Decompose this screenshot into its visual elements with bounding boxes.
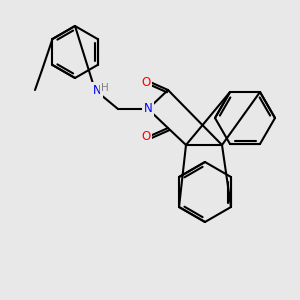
- Text: H: H: [101, 83, 109, 93]
- Text: O: O: [141, 76, 151, 88]
- Text: O: O: [141, 130, 151, 142]
- Text: N: N: [93, 83, 101, 97]
- Text: N: N: [144, 103, 152, 116]
